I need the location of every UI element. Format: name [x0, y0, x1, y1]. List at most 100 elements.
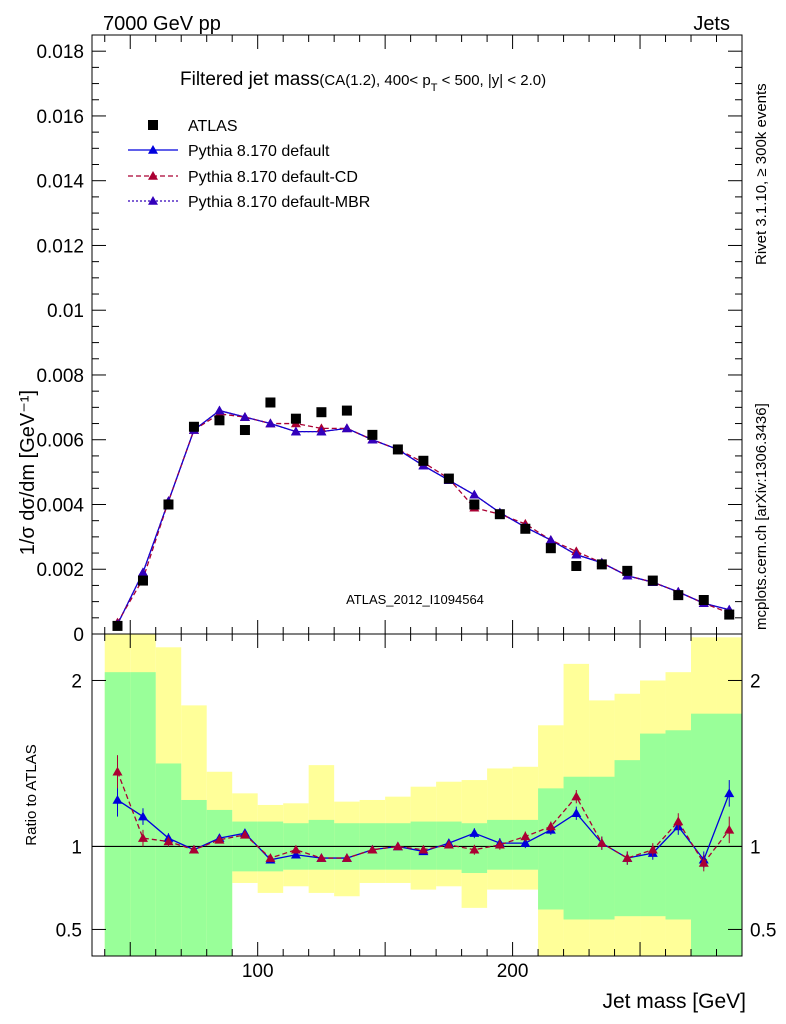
ratio-y-tick-label: 0.5 — [56, 920, 82, 941]
ratio-point — [418, 844, 429, 854]
plot-title-sub: T — [431, 82, 438, 94]
plot-title-detail: (CA(1.2), 400< p — [319, 72, 430, 89]
ratio-point — [596, 838, 607, 847]
series-point — [571, 549, 582, 559]
series-point — [265, 418, 276, 428]
ratio-point — [545, 821, 556, 831]
ratio-point — [290, 844, 301, 854]
data-point — [265, 397, 276, 408]
x-axis-label: Jet mass [GeV] — [602, 990, 746, 1013]
uncertainty-band-inner — [614, 760, 641, 917]
ratio-point — [673, 816, 684, 826]
y-tick-label: 0.016 — [36, 107, 84, 128]
series-point — [341, 423, 352, 433]
legend-marker-square — [148, 120, 158, 130]
ratio-point — [571, 791, 582, 801]
data-point — [724, 609, 735, 620]
plot-title-tail: < 500, |y| < 2.0) — [437, 72, 546, 89]
uncertainty-band-inner — [155, 763, 182, 956]
data-point — [188, 421, 199, 432]
analysis-watermark: ATLAS_2012_I1094564 — [346, 592, 484, 607]
data-point — [647, 575, 658, 586]
y-tick-label: 0.004 — [36, 495, 84, 516]
mcplots-label: mcplots.cern.ch [arXiv:1306.3436] — [753, 403, 770, 630]
series-point — [316, 426, 327, 436]
ratio-point — [112, 766, 123, 776]
y-tick-label: 0.018 — [36, 42, 84, 63]
series-point — [469, 489, 480, 499]
ratio-point — [392, 841, 403, 851]
ratio-y-axis-label: Ratio to ATLAS — [23, 744, 40, 845]
energy-label: 7000 GeV pp — [103, 13, 221, 35]
ratio-point — [367, 844, 378, 854]
legend-label: Pythia 8.170 default — [188, 143, 330, 160]
main-y-axis-label: 1/σ dσ/dm [GeV⁻¹] — [17, 390, 39, 555]
jets-label: Jets — [693, 13, 730, 35]
ratio-y-tick-label-right: 1 — [750, 837, 761, 858]
data-point — [520, 523, 531, 534]
ratio-point — [622, 853, 633, 862]
legend-marker-triangle — [148, 196, 158, 205]
data-point — [622, 565, 633, 576]
ratio-point — [316, 853, 327, 862]
uncertainty-band-inner — [308, 819, 335, 870]
ratio-y-tick-label: 2 — [71, 671, 82, 692]
ratio-point — [647, 844, 658, 854]
uncertainty-band-inner — [206, 809, 233, 956]
data-point — [367, 429, 378, 440]
ratio-point — [188, 844, 199, 854]
legend: ATLAS Pythia 8.170 default Pythia 8.170 de… — [128, 118, 370, 211]
ratio-y-tick-label-right: 0.5 — [750, 920, 776, 941]
data-point — [290, 413, 301, 424]
ratio-panel: 0.5 0.5 1 1 2 2 100 200 — [56, 633, 776, 982]
ratio-point — [137, 811, 148, 821]
legend-label: ATLAS — [188, 118, 238, 135]
x-tick-label: 100 — [242, 961, 274, 982]
ratio-point — [520, 838, 531, 847]
ratio-point — [290, 849, 301, 859]
legend-label: Pythia 8.170 default-CD — [188, 169, 358, 186]
data-point — [112, 620, 123, 631]
data-point — [443, 473, 454, 484]
main-panel: 0.002 0.004 0.006 0.008 0.01 0.012 0.014 0.016 0… — [36, 34, 743, 646]
ratio-point — [239, 829, 250, 839]
series-point — [545, 535, 556, 544]
data-point — [163, 499, 174, 510]
data-point — [392, 444, 403, 455]
plot-title: Filtered jet mass(CA(1.2), 400< pT < 500… — [180, 69, 546, 94]
y-tick-label: 0.008 — [36, 366, 84, 387]
ratio-point — [494, 839, 505, 849]
ratio-point — [724, 824, 735, 834]
data-point — [341, 405, 352, 416]
ratio-point — [698, 858, 709, 867]
legend-label: Pythia 8.170 default-MBR — [188, 194, 370, 211]
y-tick-label: 0.006 — [36, 431, 84, 452]
y-tick-label: 0.014 — [36, 172, 84, 193]
series-point — [239, 412, 250, 421]
data-point — [316, 407, 327, 418]
ratio-point — [443, 839, 454, 849]
data-point — [596, 559, 607, 570]
ratio-point — [163, 836, 174, 846]
ratio-point — [137, 833, 148, 842]
series-point — [214, 405, 225, 415]
plot-title-main: Filtered jet mass — [180, 69, 319, 90]
uncertainty-band-inner — [538, 788, 564, 910]
ratio-point — [265, 853, 276, 862]
data-point — [545, 543, 556, 554]
data-point — [418, 455, 429, 466]
legend-marker-triangle — [148, 145, 158, 154]
uncertainty-band-inner — [181, 799, 207, 956]
rivet-label: Rivet 3.1.10, ≥ 300k events — [753, 83, 770, 265]
ratio-point — [724, 788, 735, 798]
data-point — [673, 590, 684, 601]
y-tick-label: 0.002 — [36, 560, 84, 581]
y-tick-label: 0.01 — [47, 301, 84, 322]
x-tick-label: 200 — [497, 961, 529, 982]
data-point — [494, 509, 505, 520]
data-point — [214, 415, 225, 426]
ratio-point — [469, 828, 480, 837]
series-point — [137, 567, 148, 577]
data-point — [137, 575, 148, 586]
